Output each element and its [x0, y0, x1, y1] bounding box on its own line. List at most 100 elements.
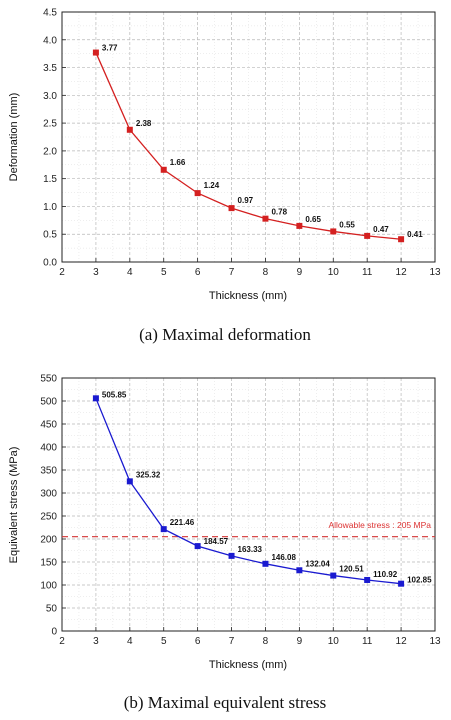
data-point [262, 560, 269, 567]
x-tick-label: 7 [229, 267, 235, 278]
chart-b-caption: (b) Maximal equivalent stress [124, 693, 327, 712]
x-tick-label: 11 [362, 267, 373, 278]
data-label: 0.47 [373, 225, 389, 234]
x-tick-label: 5 [161, 267, 167, 278]
data-label: 0.65 [305, 215, 321, 224]
y-tick-label: 400 [40, 443, 57, 454]
x-tick-label: 8 [263, 636, 269, 647]
y-tick-label: 500 [40, 397, 57, 408]
x-tick-label: 7 [229, 636, 235, 647]
data-label: 0.41 [407, 230, 423, 239]
x-tick-label: 9 [297, 636, 303, 647]
data-point [296, 222, 303, 229]
data-label: 0.78 [271, 208, 287, 217]
x-tick-label: 13 [429, 636, 441, 647]
x-tick-label: 4 [127, 636, 133, 647]
y-tick-label: 50 [46, 604, 58, 615]
data-label: 184.57 [204, 537, 229, 546]
chart-a-frame [61, 11, 436, 263]
chart-a-xlabel: Thickness (mm) [209, 290, 287, 302]
data-point [330, 228, 337, 235]
series-line [95, 52, 402, 240]
data-point [398, 236, 405, 243]
data-point [330, 572, 337, 579]
chart-a-ticks: 2 3 4 5 6 7 8 9 10 11 12 13 0.0 0.5 1.0 1.5 2.0 2.5 3.0 3.5… [43, 8, 441, 279]
chart-b-series: 505.85 325.32 221.46 184.57 163.33 146.08 132.… [92, 390, 432, 587]
data-point [228, 205, 235, 212]
x-tick-label: 13 [429, 267, 441, 278]
x-tick-label: 6 [195, 267, 201, 278]
data-label: 2.38 [136, 119, 152, 128]
x-tick-label: 11 [362, 636, 373, 647]
data-label: 132.04 [305, 559, 330, 568]
y-tick-label: 3.0 [43, 91, 57, 102]
y-tick-label: 250 [40, 512, 57, 523]
data-point [126, 126, 133, 133]
chart-b: Allowable stress : 205 MPa 2 3 4 5 6 7 8 9 10 11 1… [8, 374, 441, 713]
x-tick-label: 2 [59, 636, 65, 647]
y-tick-label: 0 [51, 627, 57, 638]
x-tick-label: 5 [161, 636, 167, 647]
x-tick-label: 9 [297, 267, 303, 278]
data-point [296, 567, 303, 574]
data-point [126, 478, 133, 485]
x-tick-label: 12 [396, 267, 408, 278]
y-tick-label: 450 [40, 420, 57, 431]
data-label: 0.55 [339, 220, 355, 229]
data-point [398, 580, 405, 587]
y-tick-label: 150 [40, 558, 57, 569]
x-tick-label: 2 [59, 267, 65, 278]
x-tick-label: 6 [195, 636, 201, 647]
x-tick-label: 4 [127, 267, 133, 278]
y-tick-label: 3.5 [43, 63, 57, 74]
y-tick-label: 200 [40, 535, 57, 546]
data-label: 120.51 [339, 565, 364, 574]
data-point [364, 232, 371, 239]
y-tick-label: 2.5 [43, 119, 57, 130]
chart-b-frame [61, 377, 436, 632]
chart-b-reference: Allowable stress : 205 MPa [62, 520, 435, 538]
data-label: 505.85 [102, 390, 127, 399]
data-label: 110.92 [373, 570, 398, 579]
x-tick-label: 10 [328, 267, 340, 278]
data-label: 221.46 [170, 518, 195, 527]
chart-b-grid [62, 378, 435, 631]
chart-a-ylabel: Deformation (mm) [8, 93, 20, 182]
data-label: 163.33 [238, 545, 263, 554]
data-label: 0.97 [238, 196, 254, 205]
y-tick-label: 0.5 [43, 230, 57, 241]
data-point [194, 543, 201, 550]
y-tick-label: 2.0 [43, 146, 57, 157]
allowable-stress-label: Allowable stress : 205 MPa [328, 520, 431, 530]
data-label: 1.66 [170, 158, 186, 167]
chart-a-caption: (a) Maximal deformation [139, 325, 311, 344]
chart-a-grid [62, 12, 435, 262]
y-tick-label: 1.5 [43, 174, 57, 185]
y-tick-label: 0.0 [43, 258, 57, 269]
y-tick-label: 300 [40, 489, 57, 500]
series-line [95, 398, 402, 585]
data-point [92, 395, 99, 402]
chart-a: 2 3 4 5 6 7 8 9 10 11 12 13 0.0 0.5 1.0 1.5 2.0 2.5 3.0 3.5… [8, 8, 441, 345]
x-tick-label: 8 [263, 267, 269, 278]
data-point [194, 190, 201, 197]
data-label: 3.77 [102, 44, 118, 53]
chart-a-series: 3.77 2.38 1.66 1.24 0.97 0.78 0.65 0.55 0.47 0.41 [92, 44, 423, 243]
data-point [228, 552, 235, 559]
data-point [92, 49, 99, 56]
x-tick-label: 3 [93, 636, 99, 647]
data-point [160, 166, 167, 173]
x-tick-label: 3 [93, 267, 99, 278]
data-label: 325.32 [136, 470, 161, 479]
chart-b-ticks: 2 3 4 5 6 7 8 9 10 11 12 13 0 50 100 150 200 250 300 350 400… [40, 374, 441, 648]
x-tick-label: 12 [396, 636, 408, 647]
y-tick-label: 4.0 [43, 35, 57, 46]
data-label: 102.85 [407, 576, 432, 585]
data-label: 146.08 [271, 553, 296, 562]
data-label: 1.24 [204, 181, 220, 190]
y-tick-label: 4.5 [43, 8, 57, 19]
data-point [160, 526, 167, 533]
data-point [262, 215, 269, 222]
y-tick-label: 550 [40, 374, 57, 385]
